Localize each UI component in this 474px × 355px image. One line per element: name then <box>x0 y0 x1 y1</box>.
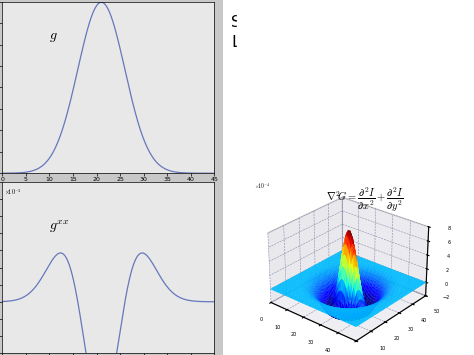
Text: $g$: $g$ <box>49 31 58 44</box>
Text: Second derivatives:
Laplacian: Second derivatives: Laplacian <box>231 16 390 50</box>
Text: $\times\!10^{-4}$: $\times\!10^{-4}$ <box>254 182 270 191</box>
Text: $\times\!10^{-3}$: $\times\!10^{-3}$ <box>4 187 22 197</box>
Text: $g^{xx}$: $g^{xx}$ <box>49 218 69 235</box>
Text: $\nabla^2\!G=\dfrac{\partial^2 I}{\partial x^2}+\dfrac{\partial^2 I}{\partial y^: $\nabla^2\!G=\dfrac{\partial^2 I}{\parti… <box>326 185 404 214</box>
